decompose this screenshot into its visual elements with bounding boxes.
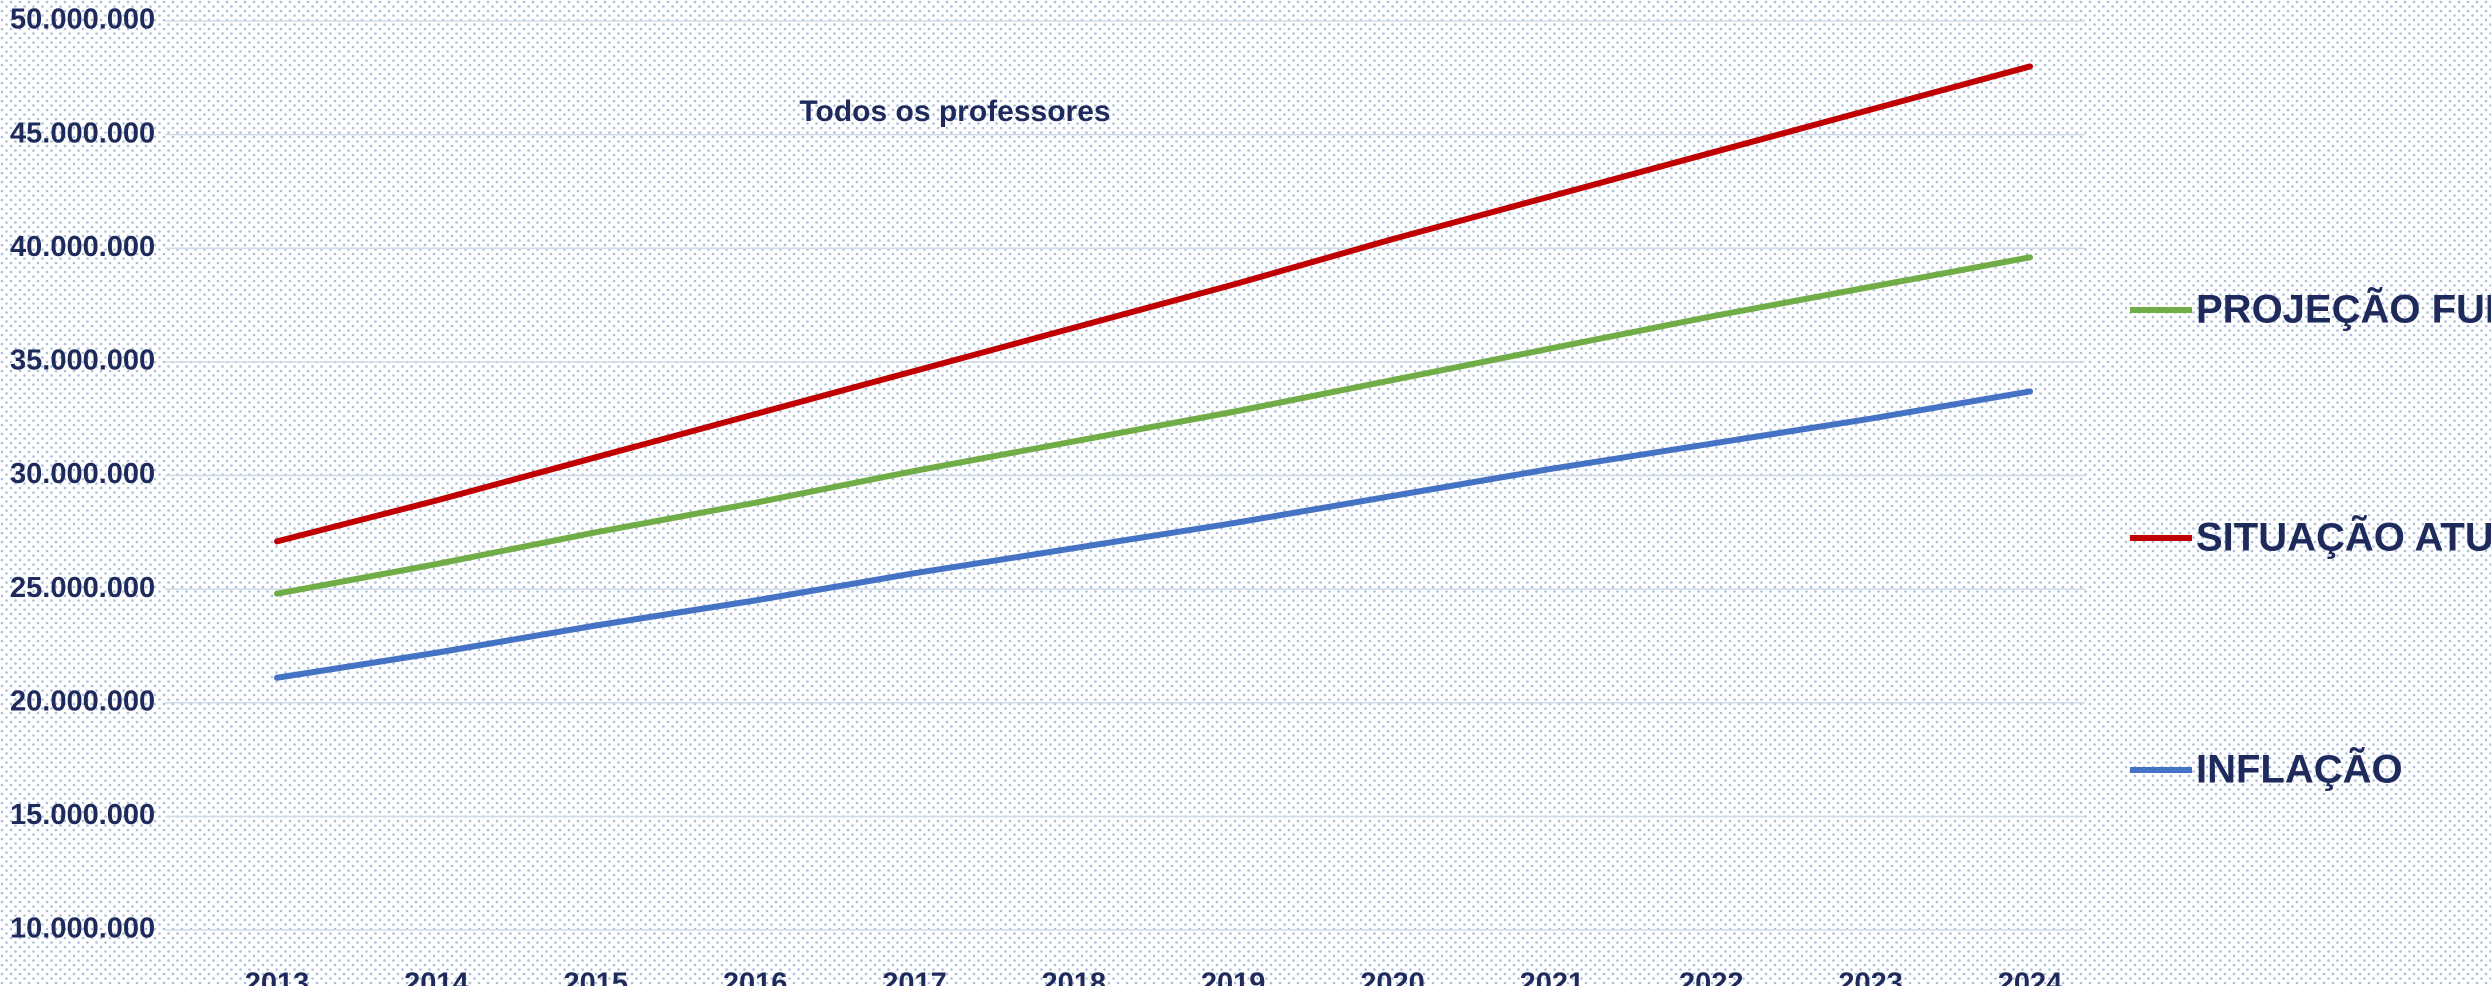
- series-line: [274, 254, 2033, 597]
- x-tick-label: 2024: [1998, 968, 2063, 986]
- series-line: [274, 388, 2033, 681]
- y-tick-label: 25.000.000: [10, 572, 155, 604]
- series-line: [274, 63, 2033, 545]
- legend-label: SITUAÇÃO ATUAL: [2196, 514, 2491, 560]
- x-tick-label: 2017: [882, 968, 947, 986]
- y-tick-label: 15.000.000: [10, 799, 155, 831]
- x-tick-label: 2022: [1679, 968, 1744, 986]
- x-tick-label: 2013: [245, 968, 310, 986]
- legend-label: INFLAÇÃO: [2196, 746, 2403, 792]
- x-tick-label: 2023: [1838, 968, 1903, 986]
- chart-title: Todos os professores: [799, 95, 1110, 128]
- y-tick-label: 50.000.000: [10, 4, 155, 36]
- x-tick-label: 2019: [1201, 968, 1266, 986]
- y-tick-label: 40.000.000: [10, 231, 155, 263]
- y-tick-label: 30.000.000: [10, 458, 155, 490]
- y-tick-label: 45.000.000: [10, 117, 155, 149]
- legend-label: PROJEÇÃO FUNDEB: [2196, 286, 2491, 332]
- y-tick-label: 35.000.000: [10, 345, 155, 377]
- x-tick-label: 2018: [1042, 968, 1107, 986]
- y-tick-label: 20.000.000: [10, 685, 155, 717]
- x-tick-label: 2014: [404, 968, 469, 986]
- y-tick-label: 10.000.000: [10, 913, 155, 945]
- x-tick-label: 2020: [1360, 968, 1425, 986]
- x-tick-label: 2016: [723, 968, 788, 986]
- x-tick-label: 2015: [563, 968, 628, 986]
- x-tick-label: 2021: [1520, 968, 1585, 986]
